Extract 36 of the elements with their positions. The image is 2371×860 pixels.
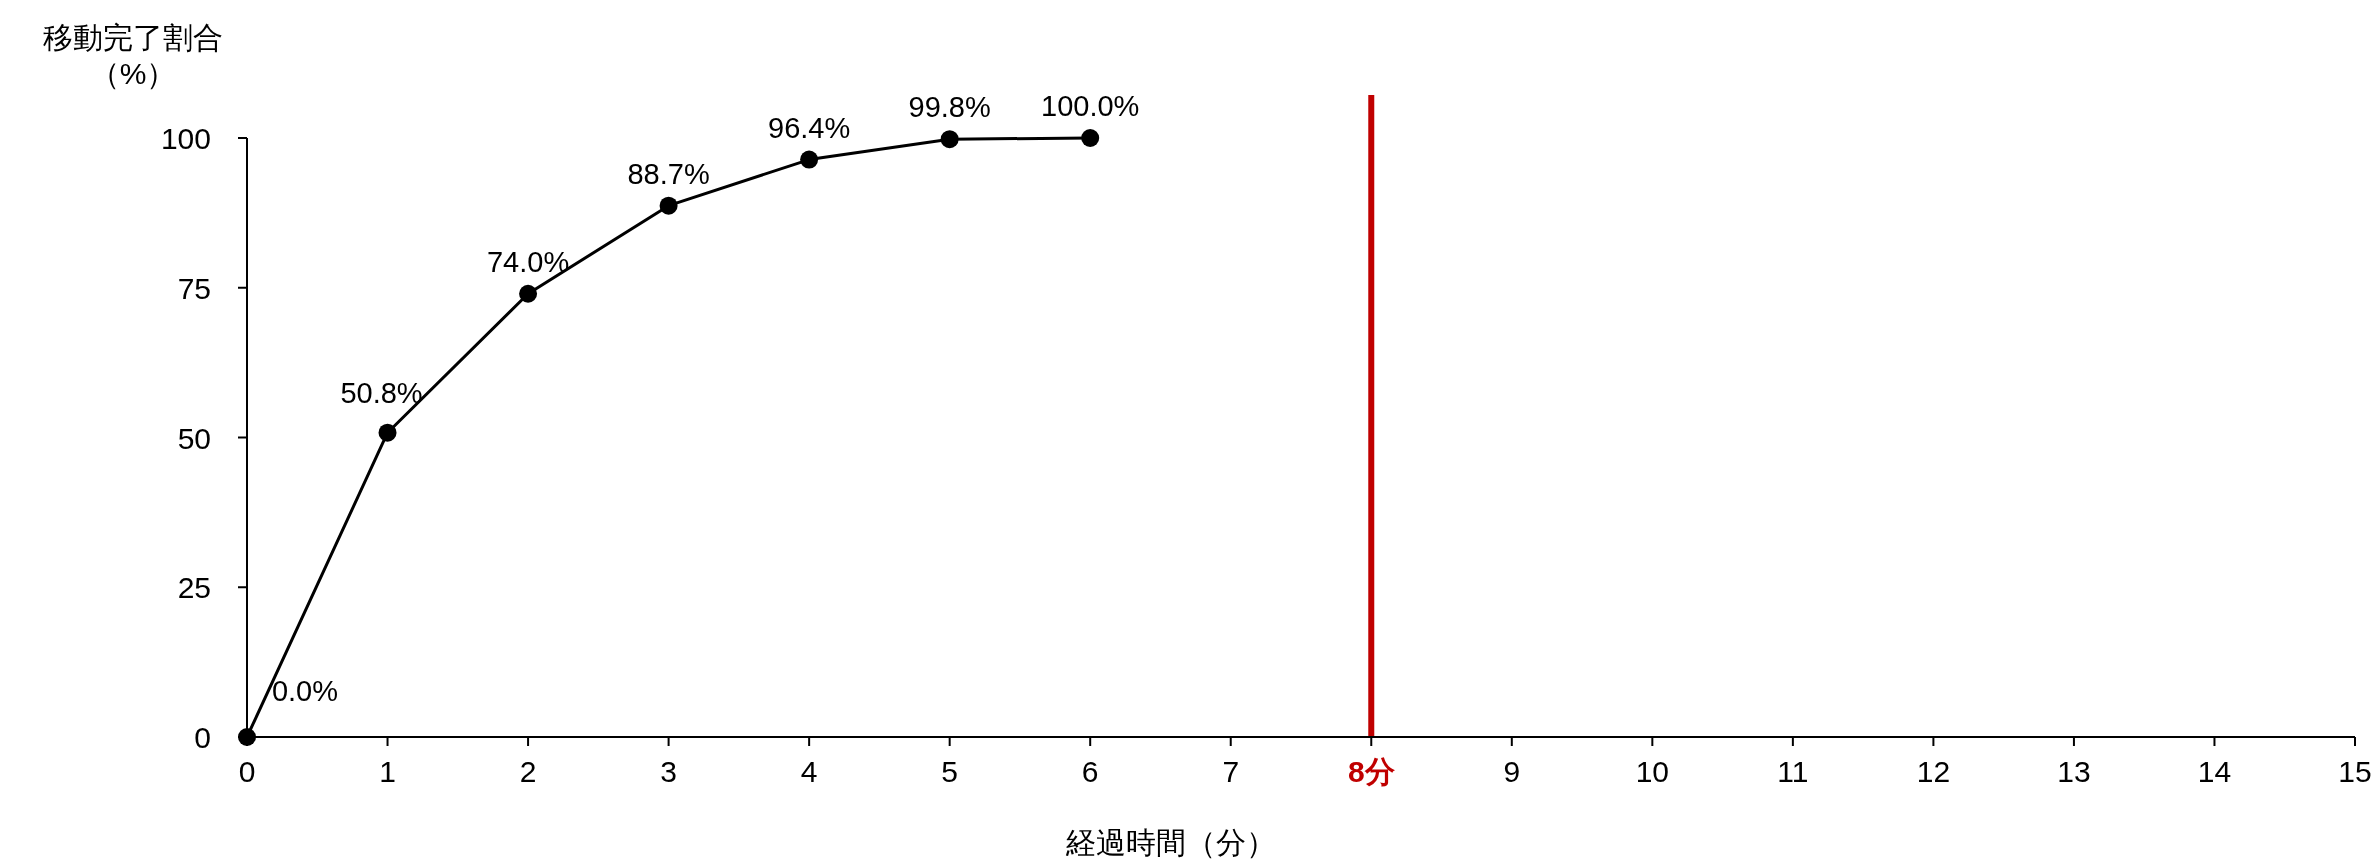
x-tick-label: 1 — [379, 755, 396, 788]
x-tick-label: 9 — [1503, 755, 1521, 788]
point — [1081, 129, 1100, 147]
x-tick-label: 2 — [519, 755, 537, 788]
x-tick-label: 4 — [800, 755, 818, 788]
point — [940, 130, 959, 149]
data-label: 50.8% — [340, 376, 423, 409]
point — [800, 150, 819, 169]
data-label: 96.4% — [768, 111, 851, 144]
x-tick-label: 6 — [1081, 755, 1099, 788]
y-tick-label: 25 — [177, 571, 211, 605]
y-tick-label: 100 — [160, 122, 211, 155]
x-tick-label: 15 — [2338, 755, 2371, 788]
x-tick-label: 5 — [941, 755, 959, 788]
x-tick-label: 10 — [1635, 755, 1670, 788]
x-tick-label: 14 — [2197, 755, 2232, 788]
point — [378, 423, 397, 442]
y-tick-label: 50 — [177, 421, 211, 455]
data-label: 100.0% — [1041, 90, 1140, 122]
x-tick-label: 3 — [660, 755, 677, 788]
y-tick-label: 0 — [194, 721, 211, 754]
x-axis-title: 経過時間（分） — [1065, 826, 1276, 859]
data-label: 74.0% — [486, 245, 570, 278]
data-label: 88.7% — [627, 157, 710, 190]
point — [659, 196, 678, 215]
y-axis-title: 移動完了割合（%） — [43, 21, 223, 90]
x-tick-label: 7 — [1222, 755, 1240, 788]
x-tick-label: 11 — [1777, 755, 1809, 788]
x-tick-label: 8分 — [1347, 755, 1395, 788]
point — [519, 284, 538, 303]
x-tick-label: 13 — [2057, 755, 2091, 788]
x-tick-label: 12 — [1916, 755, 1951, 788]
y-tick-label: 75 — [177, 271, 211, 305]
data-label: 0.0% — [271, 675, 339, 707]
data-label: 99.8% — [908, 91, 991, 124]
x-tick-label: 0 — [238, 755, 256, 788]
